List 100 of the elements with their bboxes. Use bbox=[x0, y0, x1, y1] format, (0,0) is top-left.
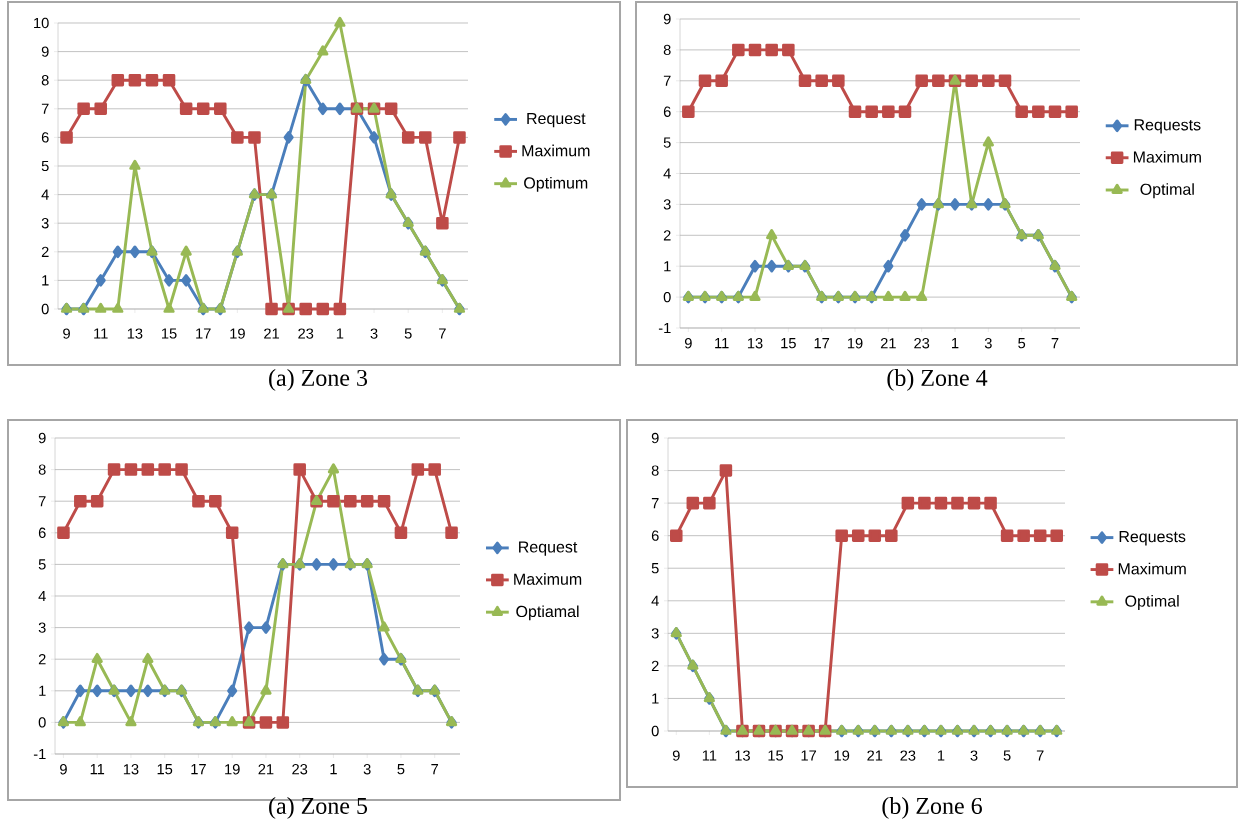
legend-label: Requests bbox=[1134, 119, 1201, 134]
legend-label: Maximum bbox=[1133, 150, 1201, 163]
x-tick-label: 11 bbox=[94, 328, 108, 339]
x-tick-label: 11 bbox=[715, 338, 729, 349]
y-tick-label: 4 bbox=[663, 168, 671, 179]
x-tick-label: 17 bbox=[196, 328, 211, 339]
x-tick-label: 9 bbox=[63, 328, 70, 339]
text: (a) Zone 5 bbox=[269, 797, 368, 819]
x-tick-label: 9 bbox=[684, 338, 692, 349]
y-tick-label: 6 bbox=[651, 530, 659, 541]
x-tick-label: 1 bbox=[336, 328, 344, 339]
y-tick-label: 6 bbox=[38, 527, 46, 538]
x-tick-label: 13 bbox=[127, 328, 143, 339]
y-tick-label: -1 bbox=[33, 748, 46, 760]
x-tick-label: 13 bbox=[747, 338, 763, 349]
y-tick-label: 2 bbox=[41, 246, 49, 257]
x-tick-label: 5 bbox=[397, 764, 405, 775]
y-tick-label: 5 bbox=[41, 160, 49, 172]
y-tick-label: 1 bbox=[42, 275, 49, 286]
x-tick-label: 15 bbox=[157, 764, 173, 775]
y-tick-label: 6 bbox=[41, 132, 49, 143]
y-tick-label: 7 bbox=[41, 103, 49, 114]
y-tick-label: 8 bbox=[651, 465, 659, 476]
x-tick-label: 5 bbox=[1018, 338, 1026, 349]
x-tick-label: 17 bbox=[814, 338, 830, 349]
x-tick-label: 1 bbox=[937, 750, 945, 761]
x-tick-label: 21 bbox=[264, 328, 279, 339]
y-tick-label: 0 bbox=[41, 303, 49, 315]
y-tick-label: 8 bbox=[41, 75, 49, 86]
x-tick-label: 5 bbox=[404, 328, 412, 339]
x-tick-label: 19 bbox=[225, 764, 240, 775]
y-tick-label: 3 bbox=[651, 628, 659, 639]
y-tick-label: 8 bbox=[663, 44, 671, 56]
legend-label: Optiamal bbox=[516, 605, 579, 621]
y-tick-label: 3 bbox=[663, 199, 671, 210]
y-tick-label: 0 bbox=[663, 291, 671, 303]
y-tick-label: 4 bbox=[38, 590, 46, 602]
x-tick-label: 15 bbox=[781, 338, 796, 349]
y-tick-label: 9 bbox=[651, 432, 659, 444]
y-tick-label: 7 bbox=[663, 75, 671, 86]
x-tick-label: 3 bbox=[370, 328, 378, 339]
x-tick-label: 3 bbox=[363, 764, 371, 775]
y-tick-label: 8 bbox=[38, 464, 46, 475]
x-tick-label: 7 bbox=[1036, 750, 1044, 761]
y-tick-label: 4 bbox=[41, 189, 49, 200]
legend-label: Optimum bbox=[524, 176, 588, 192]
x-tick-label: 21 bbox=[880, 338, 896, 349]
y-tick-label: 10 bbox=[34, 17, 49, 29]
legend-label: Maximum bbox=[514, 573, 582, 585]
x-tick-label: 7 bbox=[1051, 338, 1059, 349]
text: (b) Zone 6 bbox=[882, 797, 982, 819]
y-tick-label: -1 bbox=[658, 322, 671, 334]
x-tick-label: 23 bbox=[292, 764, 308, 775]
legend-label: Request bbox=[527, 112, 586, 128]
legend-label: Optimal bbox=[1140, 183, 1194, 199]
x-tick-label: 11 bbox=[90, 764, 105, 775]
x-tick-label: 5 bbox=[1003, 750, 1011, 761]
y-tick-label: 5 bbox=[651, 563, 659, 574]
x-tick-label: 13 bbox=[735, 750, 750, 761]
x-tick-label: 23 bbox=[900, 750, 916, 761]
legend-label: Request bbox=[519, 541, 578, 556]
legend-label: Maximum bbox=[522, 144, 590, 157]
legend-label: Maximum bbox=[1118, 562, 1186, 575]
x-tick-label: 21 bbox=[867, 750, 883, 761]
x-tick-label: 1 bbox=[330, 764, 337, 775]
y-tick-label: 1 bbox=[664, 261, 671, 272]
x-tick-label: 7 bbox=[431, 764, 439, 775]
legend-label: Optimal bbox=[1125, 595, 1179, 610]
x-tick-label: 15 bbox=[162, 328, 177, 339]
text: (b) Zone 4 bbox=[887, 369, 988, 391]
y-tick-label: 3 bbox=[38, 622, 46, 633]
x-tick-label: 23 bbox=[914, 338, 930, 349]
x-tick-label: 19 bbox=[230, 328, 245, 339]
x-tick-label: 11 bbox=[702, 750, 717, 761]
y-tick-label: 2 bbox=[663, 230, 671, 241]
y-tick-label: 4 bbox=[651, 595, 659, 606]
y-tick-label: 5 bbox=[663, 137, 671, 148]
y-tick-label: 9 bbox=[38, 432, 46, 444]
x-tick-label: 9 bbox=[672, 750, 680, 761]
y-tick-label: 9 bbox=[41, 46, 49, 57]
x-tick-label: 13 bbox=[123, 764, 139, 775]
y-tick-label: 0 bbox=[651, 725, 659, 737]
y-tick-label: 3 bbox=[41, 218, 49, 229]
x-tick-label: 1 bbox=[952, 338, 959, 349]
x-tick-label: 3 bbox=[970, 750, 978, 761]
x-tick-label: 15 bbox=[768, 750, 784, 761]
y-tick-label: 6 bbox=[663, 106, 671, 117]
y-tick-label: 2 bbox=[651, 660, 659, 672]
x-tick-label: 21 bbox=[258, 764, 274, 775]
y-tick-label: 7 bbox=[651, 498, 659, 509]
x-tick-label: 9 bbox=[60, 764, 67, 775]
x-tick-label: 23 bbox=[298, 328, 314, 339]
x-tick-label: 17 bbox=[801, 750, 817, 761]
text: (a) Zone 3 bbox=[269, 369, 368, 391]
y-tick-label: 1 bbox=[652, 693, 659, 704]
legend-label: Requests bbox=[1119, 531, 1186, 546]
y-tick-label: 1 bbox=[39, 685, 46, 696]
x-tick-label: 17 bbox=[191, 764, 206, 775]
y-tick-label: 0 bbox=[38, 717, 46, 728]
x-tick-label: 7 bbox=[439, 328, 446, 339]
